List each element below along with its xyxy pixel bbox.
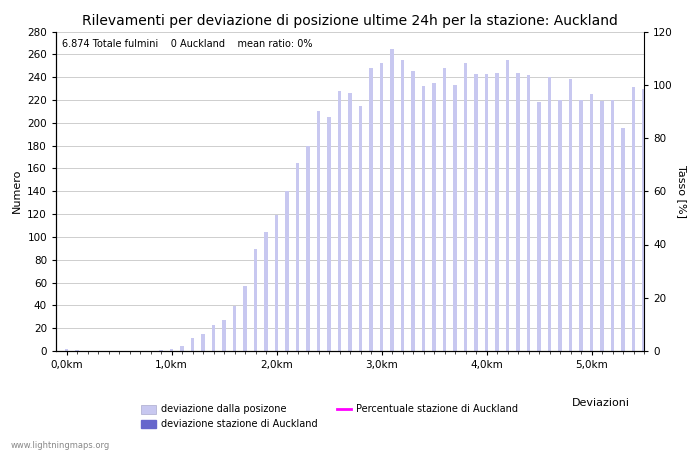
Bar	[243, 286, 247, 351]
Bar	[337, 91, 342, 351]
Bar	[358, 106, 363, 351]
Bar	[589, 94, 594, 351]
Bar	[579, 100, 583, 351]
Bar	[537, 102, 541, 351]
Bar	[568, 79, 573, 351]
Bar	[526, 75, 531, 351]
Title: Rilevamenti per deviazione di posizione ultime 24h per la stazione: Auckland: Rilevamenti per deviazione di posizione …	[82, 14, 618, 27]
Bar	[558, 100, 562, 351]
Bar	[474, 74, 478, 351]
Bar	[421, 86, 426, 351]
Bar	[400, 60, 405, 351]
Bar	[495, 72, 499, 351]
Bar	[285, 191, 289, 351]
Bar	[159, 350, 163, 351]
Bar	[306, 146, 310, 351]
Y-axis label: Tasso [%]: Tasso [%]	[677, 165, 687, 218]
Bar	[75, 350, 79, 351]
Bar	[316, 112, 321, 351]
Bar	[463, 63, 468, 351]
Y-axis label: Numero: Numero	[12, 169, 22, 213]
Bar	[631, 87, 636, 351]
Bar	[379, 63, 384, 351]
Bar	[264, 232, 268, 351]
Bar	[442, 68, 447, 351]
Bar	[621, 129, 625, 351]
Text: Deviazioni: Deviazioni	[572, 398, 630, 408]
Bar	[547, 77, 552, 351]
Text: 6.874 Totale fulmini    0 Auckland    mean ratio: 0%: 6.874 Totale fulmini 0 Auckland mean rat…	[62, 40, 312, 50]
Bar	[348, 93, 352, 351]
Bar	[190, 338, 195, 351]
Bar	[211, 325, 216, 351]
Bar	[253, 249, 258, 351]
Bar	[180, 346, 184, 351]
Bar	[327, 117, 331, 351]
Bar	[484, 74, 489, 351]
Bar	[295, 163, 300, 351]
Bar	[600, 101, 604, 351]
Bar	[169, 349, 174, 351]
Bar	[505, 60, 510, 351]
Bar	[222, 320, 226, 351]
Bar	[64, 349, 69, 351]
Bar	[516, 72, 520, 351]
Bar	[274, 215, 279, 351]
Bar	[432, 83, 436, 351]
Text: www.lightningmaps.org: www.lightningmaps.org	[10, 441, 110, 450]
Bar	[232, 306, 237, 351]
Bar	[369, 68, 373, 351]
Bar	[453, 85, 457, 351]
Legend: deviazione dalla posizone, deviazione stazione di Auckland, Percentuale stazione: deviazione dalla posizone, deviazione st…	[137, 400, 522, 433]
Bar	[642, 89, 646, 351]
Bar	[390, 49, 394, 351]
Bar	[411, 72, 415, 351]
Bar	[201, 334, 205, 351]
Bar	[610, 100, 615, 351]
